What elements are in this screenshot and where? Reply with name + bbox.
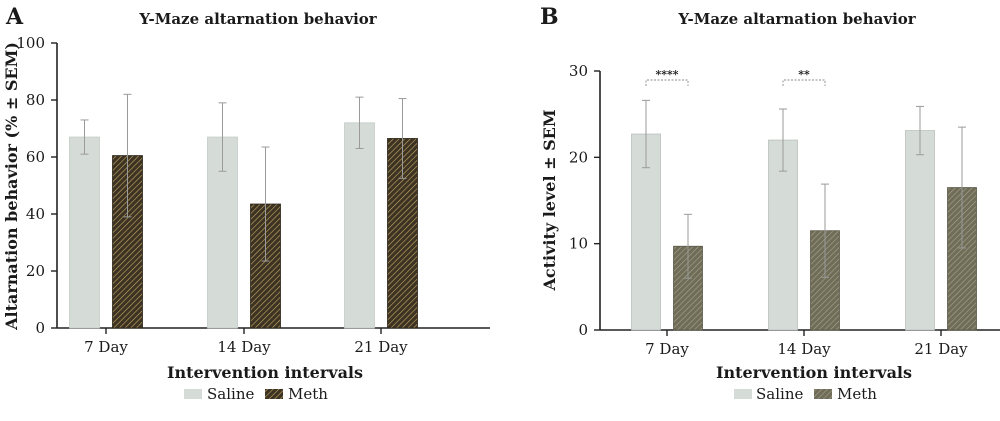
y-tick-label: 80: [26, 91, 45, 109]
y-tick-label: 40: [26, 205, 45, 223]
y-tick-label: 30: [569, 62, 588, 80]
x-tick-label: 21 Day: [914, 340, 968, 358]
y-tick-label: 10: [569, 235, 588, 253]
panel-b-y-axis-title: Activity level ± SEM: [540, 109, 559, 291]
panel-a-title: Y-Maze altarnation behavior: [138, 10, 377, 28]
panel-a-y-axis-title: Altarnation behavior (% ± SEM): [2, 42, 21, 331]
bar-saline: [69, 136, 100, 329]
panel-b-title: Y-Maze altarnation behavior: [677, 10, 916, 28]
panel-a-plot-area: 0 20 40 60 80 100 7 Day 14 Day 21 Day: [16, 34, 490, 356]
legend-swatch-meth: [265, 389, 283, 399]
legend-label-saline: Saline: [207, 385, 254, 403]
y-tick-label: 60: [26, 148, 45, 166]
panel-b-x-axis-title: Intervention intervals: [716, 363, 912, 382]
panel-a-legend: Saline Meth: [184, 385, 328, 403]
panel-b-letter: B: [540, 4, 559, 30]
panel-b: B Y-Maze altarnation behavior Activity l…: [540, 4, 1000, 403]
legend-label-meth: Meth: [837, 385, 877, 403]
legend-swatch-saline: [734, 389, 752, 399]
significance-label: ****: [655, 68, 678, 81]
significance-bracket: [782, 79, 826, 86]
y-tick-label: 20: [569, 148, 588, 166]
bar-saline: [905, 130, 935, 331]
x-tick-label: 21 Day: [354, 338, 408, 356]
bar-saline: [768, 139, 798, 331]
x-tick-label: 7 Day: [645, 340, 689, 358]
bar-saline: [344, 122, 375, 329]
legend-label-saline: Saline: [756, 385, 803, 403]
significance-label: **: [798, 68, 810, 81]
y-tick-label: 20: [26, 262, 45, 280]
significance-bracket: [645, 79, 689, 86]
panel-a: A Y-Maze altarnation behavior Altarnatio…: [2, 4, 490, 403]
panel-a-x-axis-title: Intervention intervals: [167, 363, 363, 382]
legend-swatch-saline: [184, 389, 202, 399]
legend-swatch-meth: [814, 389, 832, 399]
legend-label-meth: Meth: [288, 385, 328, 403]
panel-b-legend: Saline Meth: [734, 385, 877, 403]
y-tick-label: 0: [35, 319, 45, 337]
panel-a-letter: A: [5, 4, 24, 30]
y-tick-label: 0: [578, 321, 588, 339]
y-tick-label: 100: [16, 34, 45, 52]
x-tick-label: 14 Day: [777, 340, 831, 358]
x-tick-label: 14 Day: [217, 338, 271, 356]
x-tick-label: 7 Day: [84, 338, 128, 356]
